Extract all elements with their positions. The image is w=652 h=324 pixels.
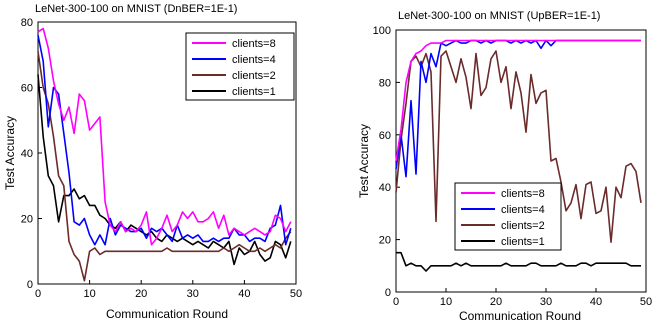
legend-box <box>454 182 562 251</box>
legend-box <box>185 32 295 101</box>
x-tick-label: 40 <box>238 288 250 300</box>
x-tick-label: 20 <box>135 288 147 300</box>
y-tick-label: 0 <box>27 279 33 291</box>
legend-label: clients=8 <box>501 188 545 200</box>
y-tick-label: 20 <box>379 235 391 247</box>
x-axis-label: Communication Round <box>459 309 581 323</box>
axis-ticks: 0 10 20 30 40 50 0 20 40 60 80 100 <box>373 25 652 308</box>
x-tick-label: 50 <box>640 296 652 308</box>
x-tick-label: 0 <box>393 296 399 308</box>
y-tick-label: 40 <box>21 148 33 160</box>
series-lines <box>395 39 642 272</box>
x-tick-label: 40 <box>590 296 602 308</box>
legend-label: clients=2 <box>501 220 545 232</box>
chart-title: LeNet-300-100 on MNIST (UpBER=1E-1) <box>398 10 600 22</box>
series-line-clients-4 <box>37 34 292 246</box>
y-tick-label: 60 <box>21 83 33 95</box>
x-tick-label: 50 <box>290 288 302 300</box>
legend-label: clients=1 <box>232 86 276 98</box>
legend-label: clients=1 <box>501 236 545 248</box>
chart-dnber: LeNet-300-100 on MNIST (DnBER=1E-1) 0 10 2… <box>3 3 302 321</box>
series-line-clients-1 <box>37 74 292 266</box>
y-tick-label: 80 <box>21 17 33 29</box>
legend-label: clients=2 <box>232 70 276 82</box>
series-line-clients-2 <box>395 50 642 243</box>
y-tick-label: 60 <box>379 130 391 142</box>
x-tick-label: 30 <box>187 288 199 300</box>
legend: clients=8 clients=4 clients=2 clients=1 <box>185 32 295 101</box>
x-tick-label: 20 <box>490 296 502 308</box>
legend-label: clients=4 <box>232 54 276 66</box>
legend-label: clients=4 <box>501 204 545 216</box>
y-tick-label: 0 <box>385 287 391 299</box>
series-line-clients-2 <box>37 51 292 282</box>
x-tick-label: 10 <box>83 288 95 300</box>
series-line-clients-8 <box>37 27 292 246</box>
chart-title: LeNet-300-100 on MNIST (DnBER=1E-1) <box>35 3 237 15</box>
y-tick-label: 20 <box>21 214 33 226</box>
legend-items: clients=8 clients=4 clients=2 clients=1 <box>461 188 545 248</box>
x-tick-label: 0 <box>35 288 41 300</box>
x-axis-label: Communication Round <box>106 307 228 321</box>
x-tick-label: 30 <box>540 296 552 308</box>
y-axis-label: Test Accuracy <box>3 116 17 190</box>
legend-items: clients=8 clients=4 clients=2 clients=1 <box>192 38 276 98</box>
series-line-clients-1 <box>396 251 641 272</box>
y-tick-label: 100 <box>373 25 391 37</box>
series-lines <box>37 27 292 282</box>
series-line-clients-8 <box>395 39 641 162</box>
y-tick-label: 40 <box>379 182 391 194</box>
legend: clients=8 clients=4 clients=2 clients=1 <box>454 182 562 251</box>
chart-upber: LeNet-300-100 on MNIST (UpBER=1E-1) 0 10 2… <box>357 10 652 323</box>
y-tick-label: 80 <box>379 77 391 89</box>
x-tick-label: 10 <box>440 296 452 308</box>
y-axis-label: Test Accuracy <box>357 124 371 198</box>
legend-label: clients=8 <box>232 38 276 50</box>
